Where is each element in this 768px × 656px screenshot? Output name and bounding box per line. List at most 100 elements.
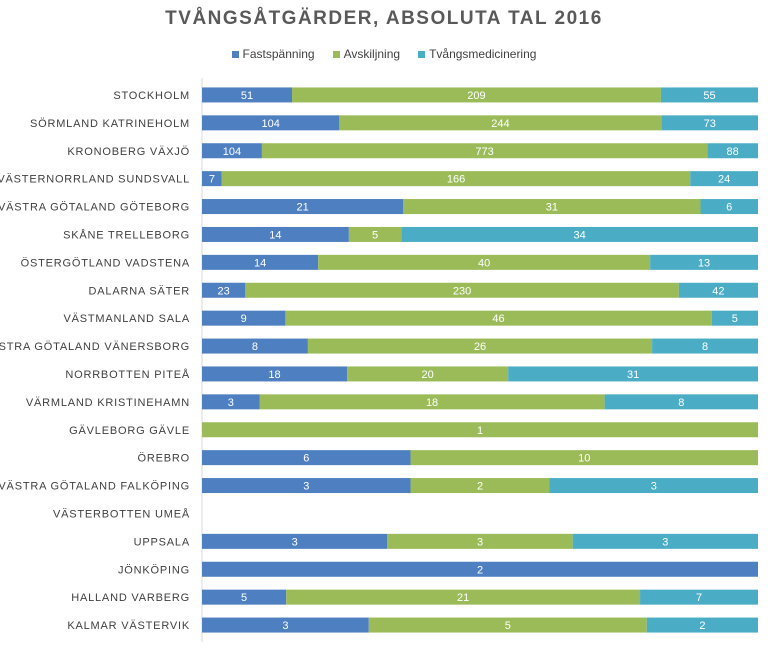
bar-segment	[604, 394, 758, 410]
data-label: 10	[578, 453, 590, 465]
data-label: 2	[699, 620, 705, 632]
data-label: 5	[732, 313, 738, 325]
category-label: ÖSTERGÖTLAND VADSTENA	[21, 257, 190, 269]
category-label: SÖRMLAND KATRINEHOLM	[30, 118, 190, 130]
bar-segment	[285, 310, 712, 326]
bar-segment	[202, 561, 758, 577]
data-label: 31	[627, 369, 639, 381]
category-label: VÄSTRA GÖTALAND VÄNERSBORG	[0, 341, 190, 353]
bar-segment	[286, 589, 641, 605]
data-label: 244	[491, 118, 509, 130]
bar-segment	[202, 282, 246, 298]
bar-segment	[690, 171, 758, 187]
bar-segment	[202, 617, 369, 633]
bar-segment	[202, 171, 222, 187]
data-label: 21	[297, 202, 309, 214]
category-label: VÄSTERBOTTEN UMEÅ	[53, 507, 190, 520]
legend-item-avskiljning: Avskiljning	[332, 47, 400, 61]
bar-segment	[640, 589, 758, 605]
data-label: 3	[662, 536, 668, 548]
bar-segment	[202, 394, 260, 410]
data-label: 20	[421, 369, 433, 381]
data-label: 34	[574, 229, 586, 241]
bar-segment	[261, 143, 708, 159]
category-label: JÖNKÖPING	[118, 564, 190, 576]
bar-segment	[678, 282, 758, 298]
data-label: 3	[282, 620, 288, 632]
bar-segment	[403, 199, 701, 215]
data-label: 18	[426, 397, 438, 409]
data-label: 40	[478, 257, 490, 269]
data-label: 5	[372, 229, 378, 241]
data-label: 5	[505, 620, 511, 632]
bar-segment	[339, 115, 662, 131]
data-label: 5	[241, 592, 247, 604]
bar-segment	[410, 450, 758, 466]
data-label: 8	[702, 341, 708, 353]
data-label: 3	[477, 536, 483, 548]
bar-segment	[202, 254, 319, 270]
data-label: 3	[228, 397, 234, 409]
bar-segment	[572, 533, 758, 549]
data-label: 104	[261, 118, 279, 130]
legend-item-fastspanning: Fastspänning	[231, 47, 315, 61]
data-label: 14	[269, 229, 281, 241]
chart-title: TVÅNGSÅTGÄRDER, ABSOLUTA TAL 2016	[165, 8, 603, 29]
category-label: HALLAND VARBERG	[71, 592, 190, 604]
category-label: KRONOBERG VÄXJÖ	[67, 146, 190, 158]
data-label: 21	[457, 592, 469, 604]
data-label: 55	[703, 90, 715, 102]
bar-segment	[410, 478, 550, 494]
data-label: 2	[477, 564, 483, 576]
bar-segment	[202, 338, 308, 354]
category-label: DALARNA SÄTER	[89, 285, 190, 297]
category-label: KALMAR VÄSTERVIK	[67, 620, 190, 632]
bar-segment	[387, 533, 573, 549]
category-label: VÄSTMANLAND SALA	[63, 313, 190, 325]
data-label: 773	[475, 146, 493, 158]
bar-segment	[318, 254, 651, 270]
bar-segment	[202, 533, 388, 549]
legend-label-fastspanning: Fastspänning	[242, 47, 315, 61]
bar-segment	[202, 589, 287, 605]
data-label: 2	[477, 481, 483, 493]
data-label: 73	[704, 118, 716, 130]
data-label: 7	[209, 174, 215, 186]
bar-segment	[202, 199, 404, 215]
data-label: 88	[727, 146, 739, 158]
data-label: 166	[447, 174, 465, 186]
data-label: 3	[303, 481, 309, 493]
data-label: 8	[678, 397, 684, 409]
data-label: 1	[477, 425, 483, 437]
bar-segment	[202, 87, 293, 103]
bar-segment	[650, 254, 758, 270]
bar-segment	[202, 143, 262, 159]
legend-label-tvangsmedicinering: Tvångsmedicinering	[429, 47, 537, 61]
bar-segment	[221, 171, 691, 187]
data-label: 8	[252, 341, 258, 353]
bar-segment	[652, 338, 758, 354]
bar-segment	[646, 617, 758, 633]
data-label: 3	[651, 481, 657, 493]
bar-segment	[401, 226, 758, 242]
chart-legend: Fastspänning Avskiljning Tvångsmediciner…	[0, 47, 768, 61]
bar-segment	[202, 422, 758, 438]
legend-swatch-tvangsmedicinering	[418, 50, 426, 58]
bar-segment	[292, 87, 661, 103]
data-label: 9	[241, 313, 247, 325]
legend-item-tvangsmedicinering: Tvångsmedicinering	[418, 47, 536, 61]
data-label: 42	[712, 285, 724, 297]
category-label: VÄSTRA GÖTALAND GÖTEBORG	[0, 202, 190, 214]
category-label: NORRBOTTEN PITEÅ	[65, 368, 190, 381]
bar-segment	[347, 366, 509, 382]
data-label: 23	[218, 285, 230, 297]
bar-segment	[202, 450, 411, 466]
bar-segment	[661, 115, 758, 131]
bar-segment	[368, 617, 647, 633]
bar-segment	[202, 366, 348, 382]
data-label: 18	[268, 369, 280, 381]
legend-swatch-avskiljning	[332, 50, 340, 58]
data-label: 209	[467, 90, 485, 102]
category-label: VÄSTRA GÖTALAND FALKÖPING	[0, 481, 190, 493]
